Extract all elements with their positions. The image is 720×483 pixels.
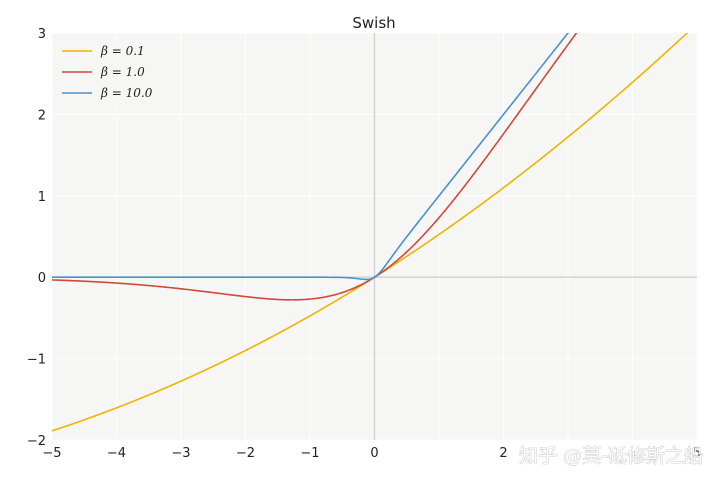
legend-label: β = 1.0 <box>100 65 145 79</box>
y-tick-label: 0 <box>38 271 46 286</box>
x-tick-label: 5 <box>693 446 701 461</box>
legend-label: β = 0.1 <box>100 44 145 58</box>
x-tick-label: 0 <box>370 446 378 461</box>
series-layer <box>52 33 689 432</box>
x-tick-label: −2 <box>236 446 255 461</box>
y-tick-label: −2 <box>27 434 46 449</box>
legend: β = 0.1 β = 1.0 β = 10.0 <box>56 38 164 106</box>
x-tick-label: −3 <box>171 446 190 461</box>
x-tick-label: −1 <box>300 446 319 461</box>
y-tick-label: −1 <box>27 353 46 368</box>
y-tick-label: 2 <box>38 108 46 123</box>
x-axis-tick-labels: −5 −4 −3 −2 −1 0 2 5 <box>42 446 701 461</box>
y-tick-label: 3 <box>38 27 46 42</box>
x-tick-label: 2 <box>499 446 507 461</box>
x-tick-label: −5 <box>42 446 61 461</box>
series-line-beta-10-0 <box>52 33 570 281</box>
y-tick-label: 1 <box>38 190 46 205</box>
chart-title: Swish <box>352 14 395 32</box>
x-tick-label: −4 <box>107 446 126 461</box>
watermark-text: 知乎 @莫-砥修斯之船 <box>519 445 703 467</box>
y-axis-tick-labels: −2 −1 0 1 2 3 <box>27 27 46 449</box>
legend-label: β = 10.0 <box>100 86 153 100</box>
legend-items: β = 0.1 β = 1.0 β = 10.0 <box>62 44 153 100</box>
